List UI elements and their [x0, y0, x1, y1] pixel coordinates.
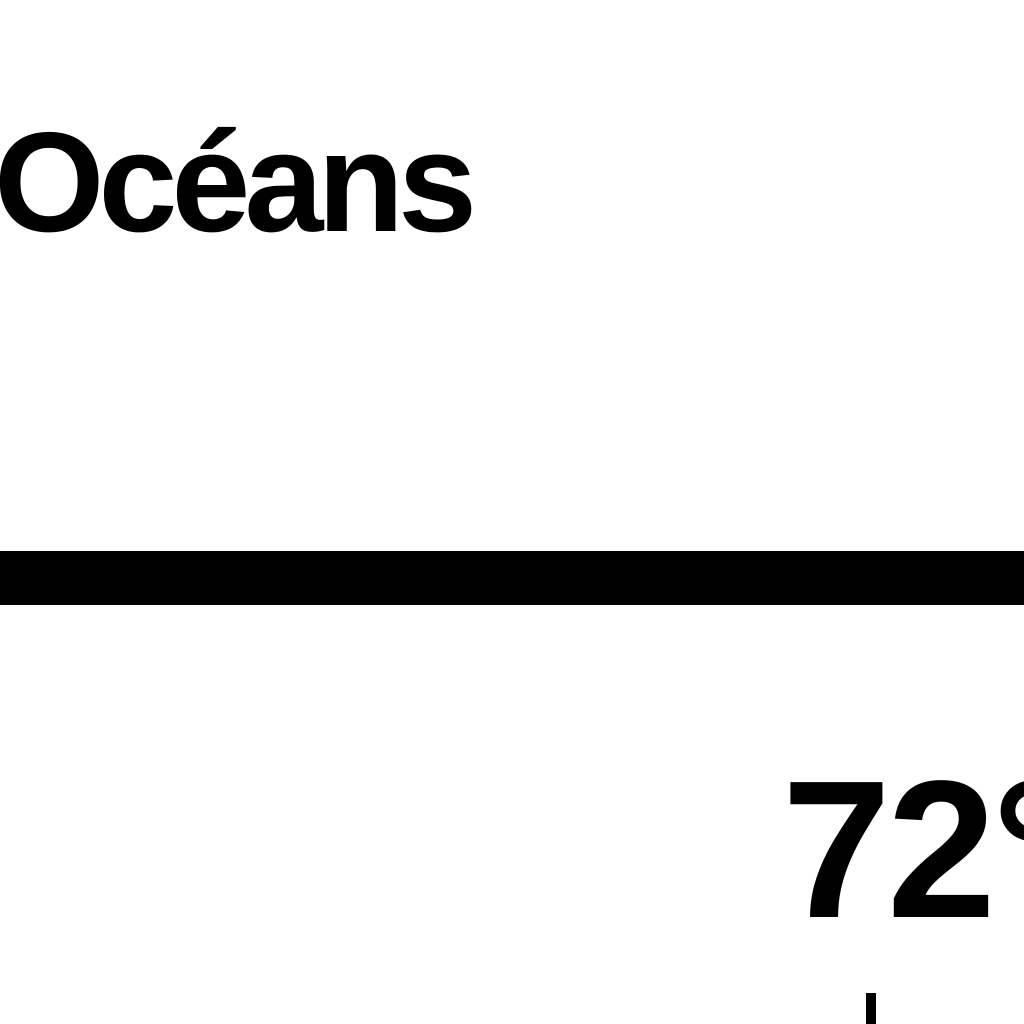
section-divider	[0, 551, 1024, 605]
scale-tick-mark	[866, 993, 876, 1024]
temperature-value: 72°	[782, 740, 1024, 959]
location-title: Océans	[0, 103, 477, 262]
